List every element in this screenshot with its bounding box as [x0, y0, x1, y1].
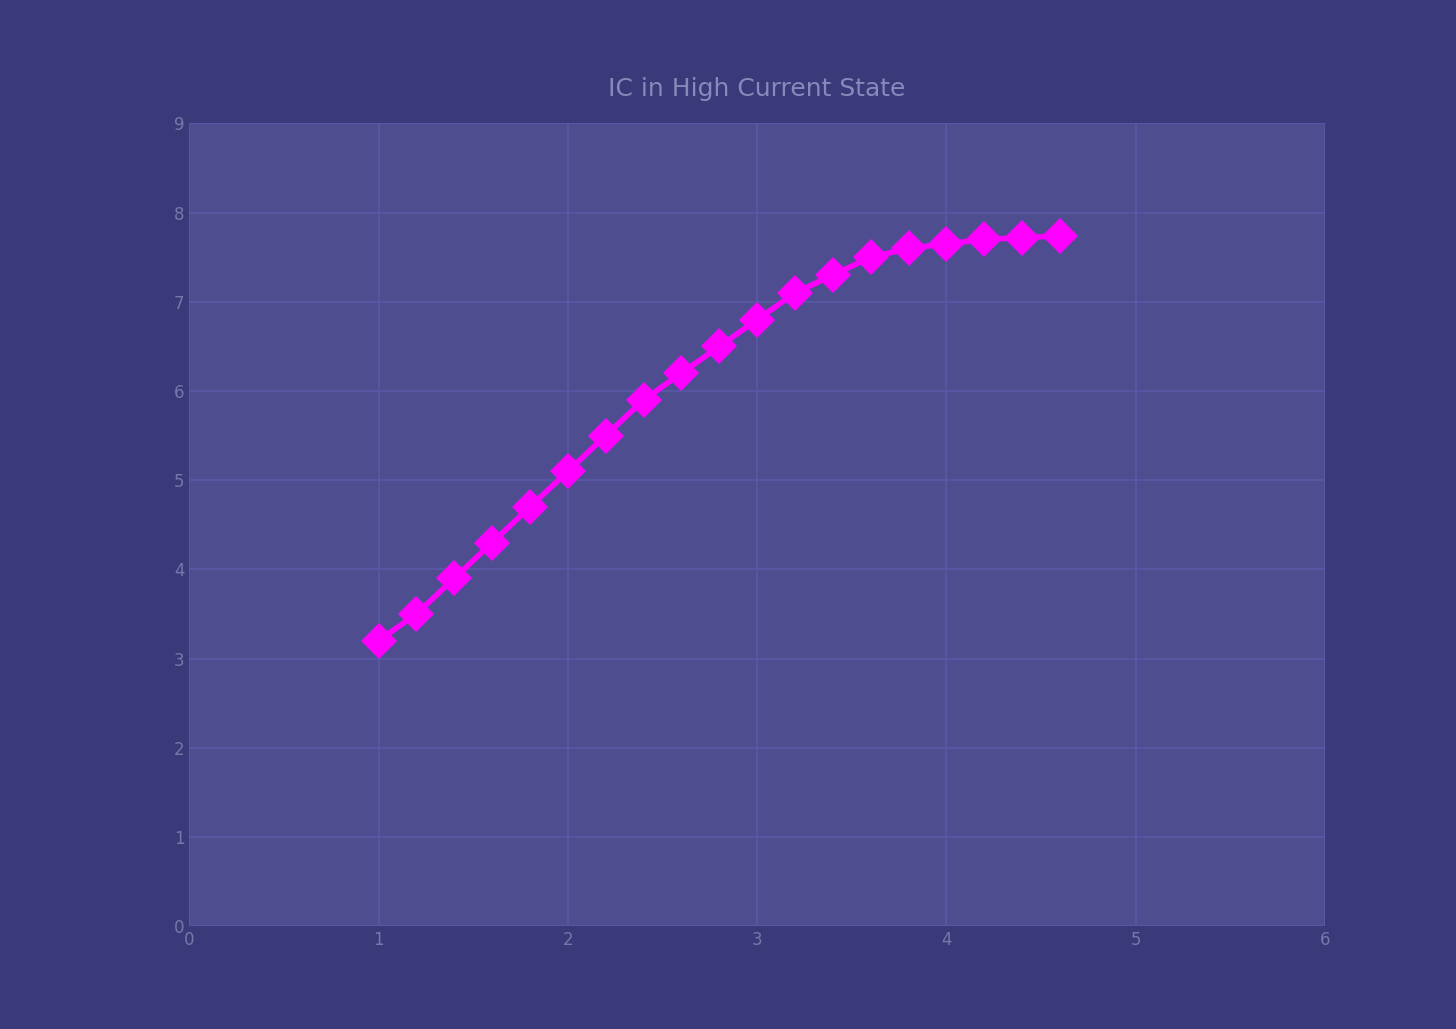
- Title: IC in High Current State: IC in High Current State: [609, 77, 906, 101]
